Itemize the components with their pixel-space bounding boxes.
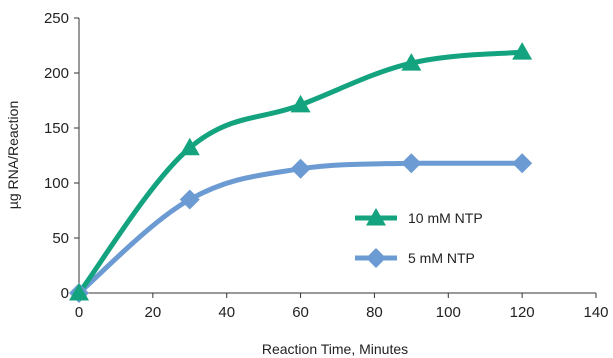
x-tick-label: 120 bbox=[510, 304, 535, 321]
x-tick-label: 100 bbox=[436, 304, 461, 321]
data-point bbox=[69, 283, 89, 301]
data-point bbox=[179, 189, 200, 210]
data-point bbox=[290, 94, 311, 113]
x-tick-label: 60 bbox=[292, 304, 309, 321]
y-axis-title: µg RNA/Reaction bbox=[5, 101, 21, 209]
data-point bbox=[179, 137, 200, 156]
data-point bbox=[401, 53, 422, 71]
data-point bbox=[401, 153, 422, 174]
data-point bbox=[290, 158, 311, 179]
x-tick-label: 0 bbox=[75, 304, 83, 321]
y-tick-label: 50 bbox=[52, 230, 69, 247]
data-point bbox=[512, 153, 533, 174]
y-tick-label: 200 bbox=[44, 65, 69, 82]
x-tick-label: 20 bbox=[145, 304, 162, 321]
series-line bbox=[76, 160, 525, 296]
y-tick-label: 150 bbox=[44, 120, 69, 137]
y-tick-label: 250 bbox=[44, 10, 69, 27]
ticks: 0 50 100 150 200 250 0 20 40 60 80 100 120 140 bbox=[44, 10, 609, 321]
x-axis-title: Reaction Time, Minutes bbox=[262, 341, 408, 357]
legend-marker bbox=[366, 208, 386, 226]
legend: 10 mM NTP 5 mM NTP bbox=[355, 208, 483, 268]
series-layer bbox=[69, 42, 533, 303]
legend-label: 5 mM NTP bbox=[408, 250, 475, 266]
x-tick-label: 80 bbox=[366, 304, 383, 321]
legend-label: 10 mM NTP bbox=[408, 210, 483, 226]
data-point bbox=[512, 42, 533, 60]
y-tick-label: 100 bbox=[44, 175, 69, 192]
axes bbox=[78, 18, 596, 294]
legend-marker bbox=[366, 248, 386, 268]
y-tick-label: 0 bbox=[61, 285, 69, 302]
x-tick-label: 140 bbox=[583, 304, 608, 321]
x-tick-label: 40 bbox=[218, 304, 235, 321]
series-line bbox=[76, 49, 525, 296]
